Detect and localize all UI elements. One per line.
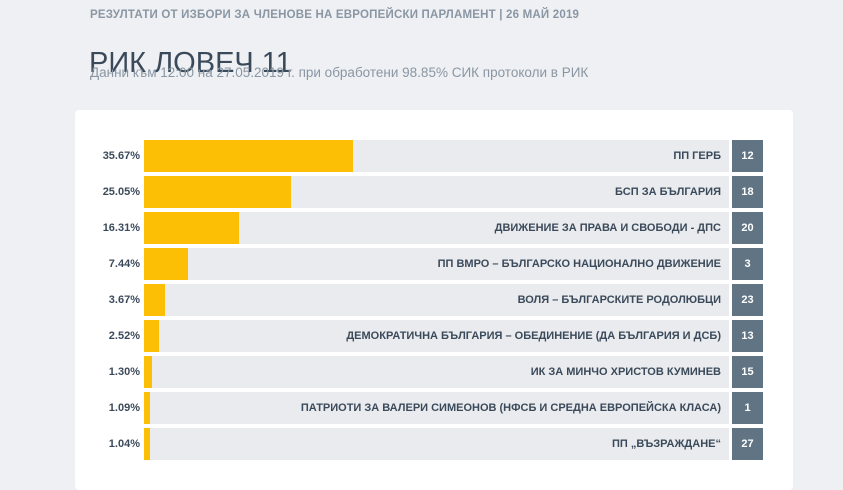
percent-label: 35.67% [102, 150, 140, 162]
ballot-number-badge: 23 [732, 284, 763, 316]
election-title: РЕЗУЛТАТИ ОТ ИЗБОРИ ЗА ЧЛЕНОВЕ НА ЕВРОПЕ… [90, 9, 580, 21]
result-row: 25.05% БСП ЗА БЪЛГАРИЯ 18 [75, 176, 793, 208]
bar-fill [144, 356, 152, 388]
percent-label: 3.67% [108, 294, 140, 306]
ballot-number-badge: 15 [732, 356, 763, 388]
bar-track: ПП ГЕРБ [144, 140, 729, 172]
bar-fill [144, 392, 151, 424]
ballot-number-badge: 18 [732, 176, 763, 208]
ballot-number-badge: 3 [732, 248, 763, 280]
party-name: ИК ЗА МИНЧО ХРИСТОВ КУМИНЕВ [530, 366, 721, 378]
result-row: 35.67% ПП ГЕРБ 12 [75, 140, 793, 172]
bar-fill [144, 212, 240, 244]
page-title: РИК ЛОВЕЧ 11 [89, 47, 292, 80]
ballot-number-badge: 27 [732, 428, 763, 460]
bar-track: ПАТРИОТИ ЗА ВАЛЕРИ СИМЕОНОВ (НФСБ И СРЕД… [144, 392, 729, 424]
party-name: БСП ЗА БЪЛГАРИЯ [615, 186, 721, 198]
result-row: 1.09% ПАТРИОТИ ЗА ВАЛЕРИ СИМЕОНОВ (НФСБ И… [75, 392, 793, 424]
ballot-number-badge: 20 [732, 212, 763, 244]
result-row: 1.30% ИК ЗА МИНЧО ХРИСТОВ КУМИНЕВ 15 [75, 356, 793, 388]
percent-label: 1.04% [108, 438, 140, 450]
bar-track: ПП ВМРО – БЪЛГАРСКО НАЦИОНАЛНО ДВИЖЕНИЕ [144, 248, 729, 280]
bar-fill [144, 320, 159, 352]
results-card: 35.67% ПП ГЕРБ 12 25.05% БСП ЗА БЪЛГАРИЯ 18 16… [75, 110, 793, 490]
percent-label: 16.31% [102, 222, 140, 234]
bar-track: ВОЛЯ – БЪЛГАРСКИТЕ РОДОЛЮБЦИ [144, 284, 729, 316]
party-name: ДВИЖЕНИЕ ЗА ПРАВА И СВОБОДИ - ДПС [494, 222, 721, 234]
bar-fill [144, 140, 353, 172]
percent-label: 25.05% [102, 186, 140, 198]
percent-label: 7.44% [108, 258, 140, 270]
ballot-number-badge: 13 [732, 320, 763, 352]
bar-fill [144, 284, 166, 316]
percent-label: 2.52% [108, 330, 140, 342]
bar-fill [144, 428, 151, 460]
result-row: 16.31% ДВИЖЕНИЕ ЗА ПРАВА И СВОБОДИ - ДПС 2… [75, 212, 793, 244]
result-row: 2.52% ДЕМОКРАТИЧНА БЪЛГАРИЯ – ОБЕДИНЕНИЕ … [75, 320, 793, 352]
result-row: 1.04% ПП „ВЪЗРАЖДАНЕ“ 27 [75, 428, 793, 460]
party-name: ПП ВМРО – БЪЛГАРСКО НАЦИОНАЛНО ДВИЖЕНИЕ [437, 258, 721, 270]
party-name: ПП „ВЪЗРАЖДАНЕ“ [611, 438, 721, 450]
percent-label: 1.30% [108, 366, 140, 378]
result-row: 7.44% ПП ВМРО – БЪЛГАРСКО НАЦИОНАЛНО ДВИЖ… [75, 248, 793, 280]
party-name: ВОЛЯ – БЪЛГАРСКИТЕ РОДОЛЮБЦИ [517, 294, 721, 306]
bar-fill [144, 176, 291, 208]
party-name: ПП ГЕРБ [673, 150, 721, 162]
percent-label: 1.09% [108, 402, 140, 414]
bar-fill [144, 248, 188, 280]
bar-track: ДЕМОКРАТИЧНА БЪЛГАРИЯ – ОБЕДИНЕНИЕ (ДА Б… [144, 320, 729, 352]
bar-track: ДВИЖЕНИЕ ЗА ПРАВА И СВОБОДИ - ДПС [144, 212, 729, 244]
party-name: ПАТРИОТИ ЗА ВАЛЕРИ СИМЕОНОВ (НФСБ И СРЕД… [300, 402, 721, 414]
bar-track: ИК ЗА МИНЧО ХРИСТОВ КУМИНЕВ [144, 356, 729, 388]
data-info: Данни към 12:00 на 27.05.2019 г. при обр… [90, 65, 589, 80]
ballot-number-badge: 12 [732, 140, 763, 172]
result-row: 3.67% ВОЛЯ – БЪЛГАРСКИТЕ РОДОЛЮБЦИ 23 [75, 284, 793, 316]
party-name: ДЕМОКРАТИЧНА БЪЛГАРИЯ – ОБЕДИНЕНИЕ (ДА Б… [346, 330, 721, 342]
ballot-number-badge: 1 [732, 392, 763, 424]
bar-track: ПП „ВЪЗРАЖДАНЕ“ [144, 428, 729, 460]
bar-track: БСП ЗА БЪЛГАРИЯ [144, 176, 729, 208]
